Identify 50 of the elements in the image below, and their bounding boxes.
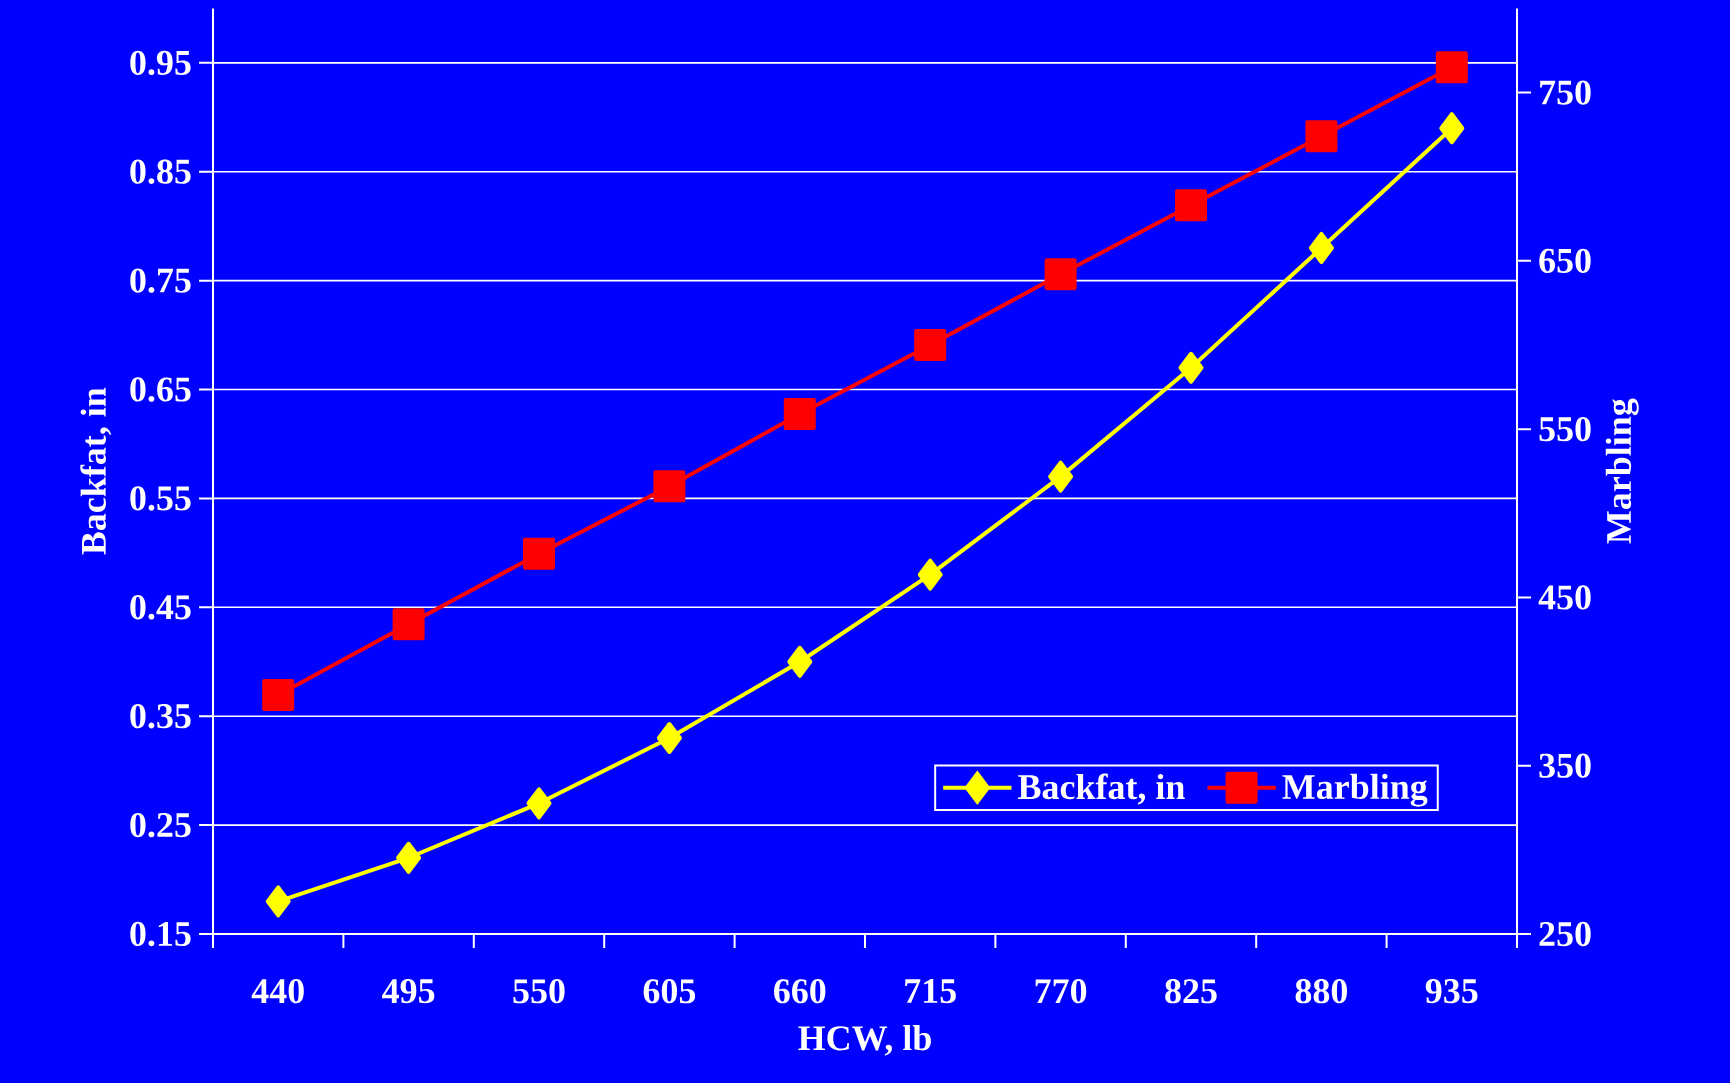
y-tick-label: 0.15	[130, 921, 191, 947]
x-tick-label: 715	[905, 979, 956, 1004]
y2-tick-label: 650	[1539, 248, 1591, 273]
x-tick-label: 495	[382, 979, 435, 1004]
x-tick-label: 825	[1165, 979, 1217, 1004]
x-tick-label: 605	[643, 979, 696, 1004]
point	[1439, 112, 1465, 145]
y2-tick-label: 350	[1539, 753, 1591, 778]
point	[1305, 120, 1338, 153]
x-tick-label: 660	[774, 979, 826, 1004]
x-tick-label: 770	[1035, 979, 1087, 1004]
point	[1044, 258, 1077, 291]
point	[265, 885, 291, 918]
point	[783, 397, 816, 430]
point	[1435, 51, 1468, 84]
point	[787, 645, 813, 678]
point	[262, 679, 295, 712]
y-axis-title: Backfat, in	[80, 387, 112, 555]
point	[526, 787, 552, 820]
legend-label: Backfat, in	[1018, 773, 1185, 805]
y-tick-label: 0.65	[130, 377, 191, 402]
y2-tick-label: 750	[1540, 80, 1591, 105]
x-tick-label: 550	[513, 979, 565, 1004]
legend-label: Marbling	[1282, 773, 1428, 807]
x-tick-label: 935	[1425, 979, 1478, 1004]
point	[1048, 460, 1074, 493]
y-tick-label: 0.55	[130, 486, 191, 511]
point	[653, 470, 686, 503]
y-tick-label: 0.95	[130, 50, 191, 76]
point	[396, 841, 422, 874]
point	[1175, 189, 1207, 222]
point	[523, 537, 555, 570]
point	[392, 608, 425, 641]
point	[917, 558, 943, 591]
y-tick-label: 0.45	[130, 595, 191, 620]
x-tick-label: 440	[251, 979, 304, 1004]
point	[1308, 231, 1334, 264]
y-tick-label: 0.25	[130, 812, 191, 838]
x-axis-title: HCW, lb	[798, 1025, 931, 1056]
y-tick-label: 0.35	[130, 704, 191, 729]
y-tick-label: 0.75	[130, 268, 191, 293]
point	[1178, 351, 1204, 384]
y-tick-label: 0.85	[130, 159, 191, 184]
y2-tick-label: 250	[1539, 921, 1591, 947]
y2-axis-title: Marbling	[1605, 398, 1639, 544]
y2-tick-label: 450	[1538, 585, 1591, 610]
x-tick-label: 880	[1295, 979, 1348, 1004]
y2-tick-label: 550	[1539, 416, 1591, 442]
point	[914, 328, 947, 361]
point	[656, 721, 682, 754]
